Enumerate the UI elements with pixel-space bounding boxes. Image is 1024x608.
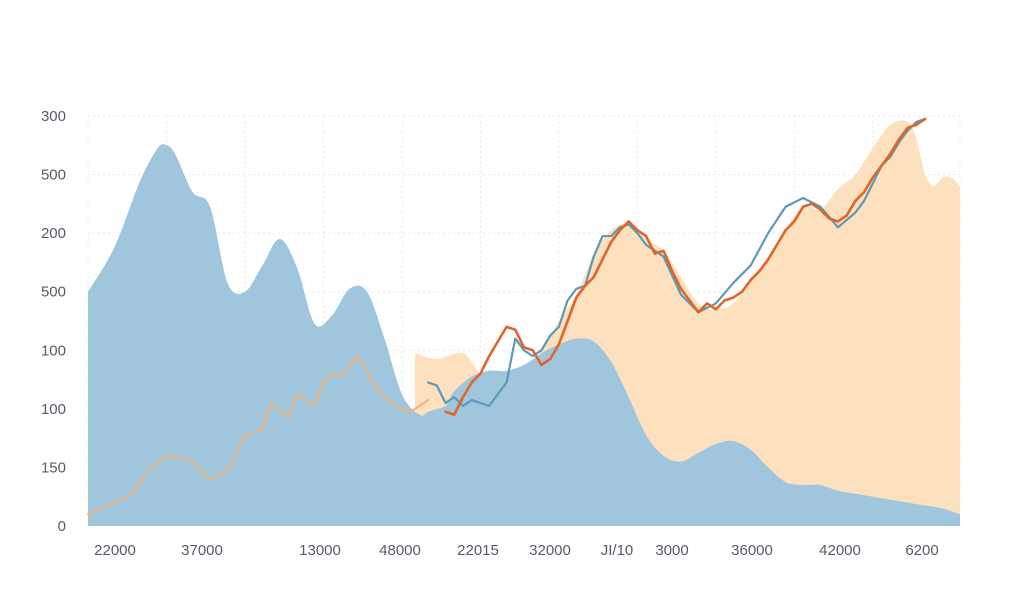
light-orange-line-series xyxy=(87,355,430,516)
y-tick-label: 100 xyxy=(41,401,66,418)
x-tick-label: 42000 xyxy=(819,542,861,559)
x-tick-label: 48000 xyxy=(379,542,421,559)
y-tick-label: 500 xyxy=(41,284,66,301)
y-tick-label: 150 xyxy=(41,459,66,476)
y-tick-label: 300 xyxy=(41,108,66,125)
area-layer xyxy=(88,120,960,526)
y-tick-label: 0 xyxy=(58,518,66,535)
blue-line-series xyxy=(426,117,927,408)
x-tick-label: 6200 xyxy=(905,542,938,559)
line-layer xyxy=(87,117,927,516)
x-tick-label: 13000 xyxy=(299,542,341,559)
x-tick-label: 36000 xyxy=(731,542,773,559)
x-axis: 22000 37000 13000 48000 22015 32000 JI/10 3000 3… xyxy=(94,542,939,559)
orange-line-series xyxy=(444,117,927,417)
x-tick-label: JI/10 xyxy=(601,542,634,559)
y-tick-label: 100 xyxy=(41,342,66,359)
x-tick-label: 3000 xyxy=(655,542,688,559)
blue-area-series xyxy=(88,144,960,526)
x-tick-label: 22015 xyxy=(457,542,499,559)
x-tick-label: 37000 xyxy=(181,542,223,559)
y-axis: 300 500 200 500 100 100 150 0 xyxy=(41,108,66,535)
x-tick-label: 22000 xyxy=(94,542,136,559)
x-tick-label: 32000 xyxy=(529,542,571,559)
y-tick-label: 500 xyxy=(41,167,66,184)
y-tick-label: 200 xyxy=(41,225,66,242)
